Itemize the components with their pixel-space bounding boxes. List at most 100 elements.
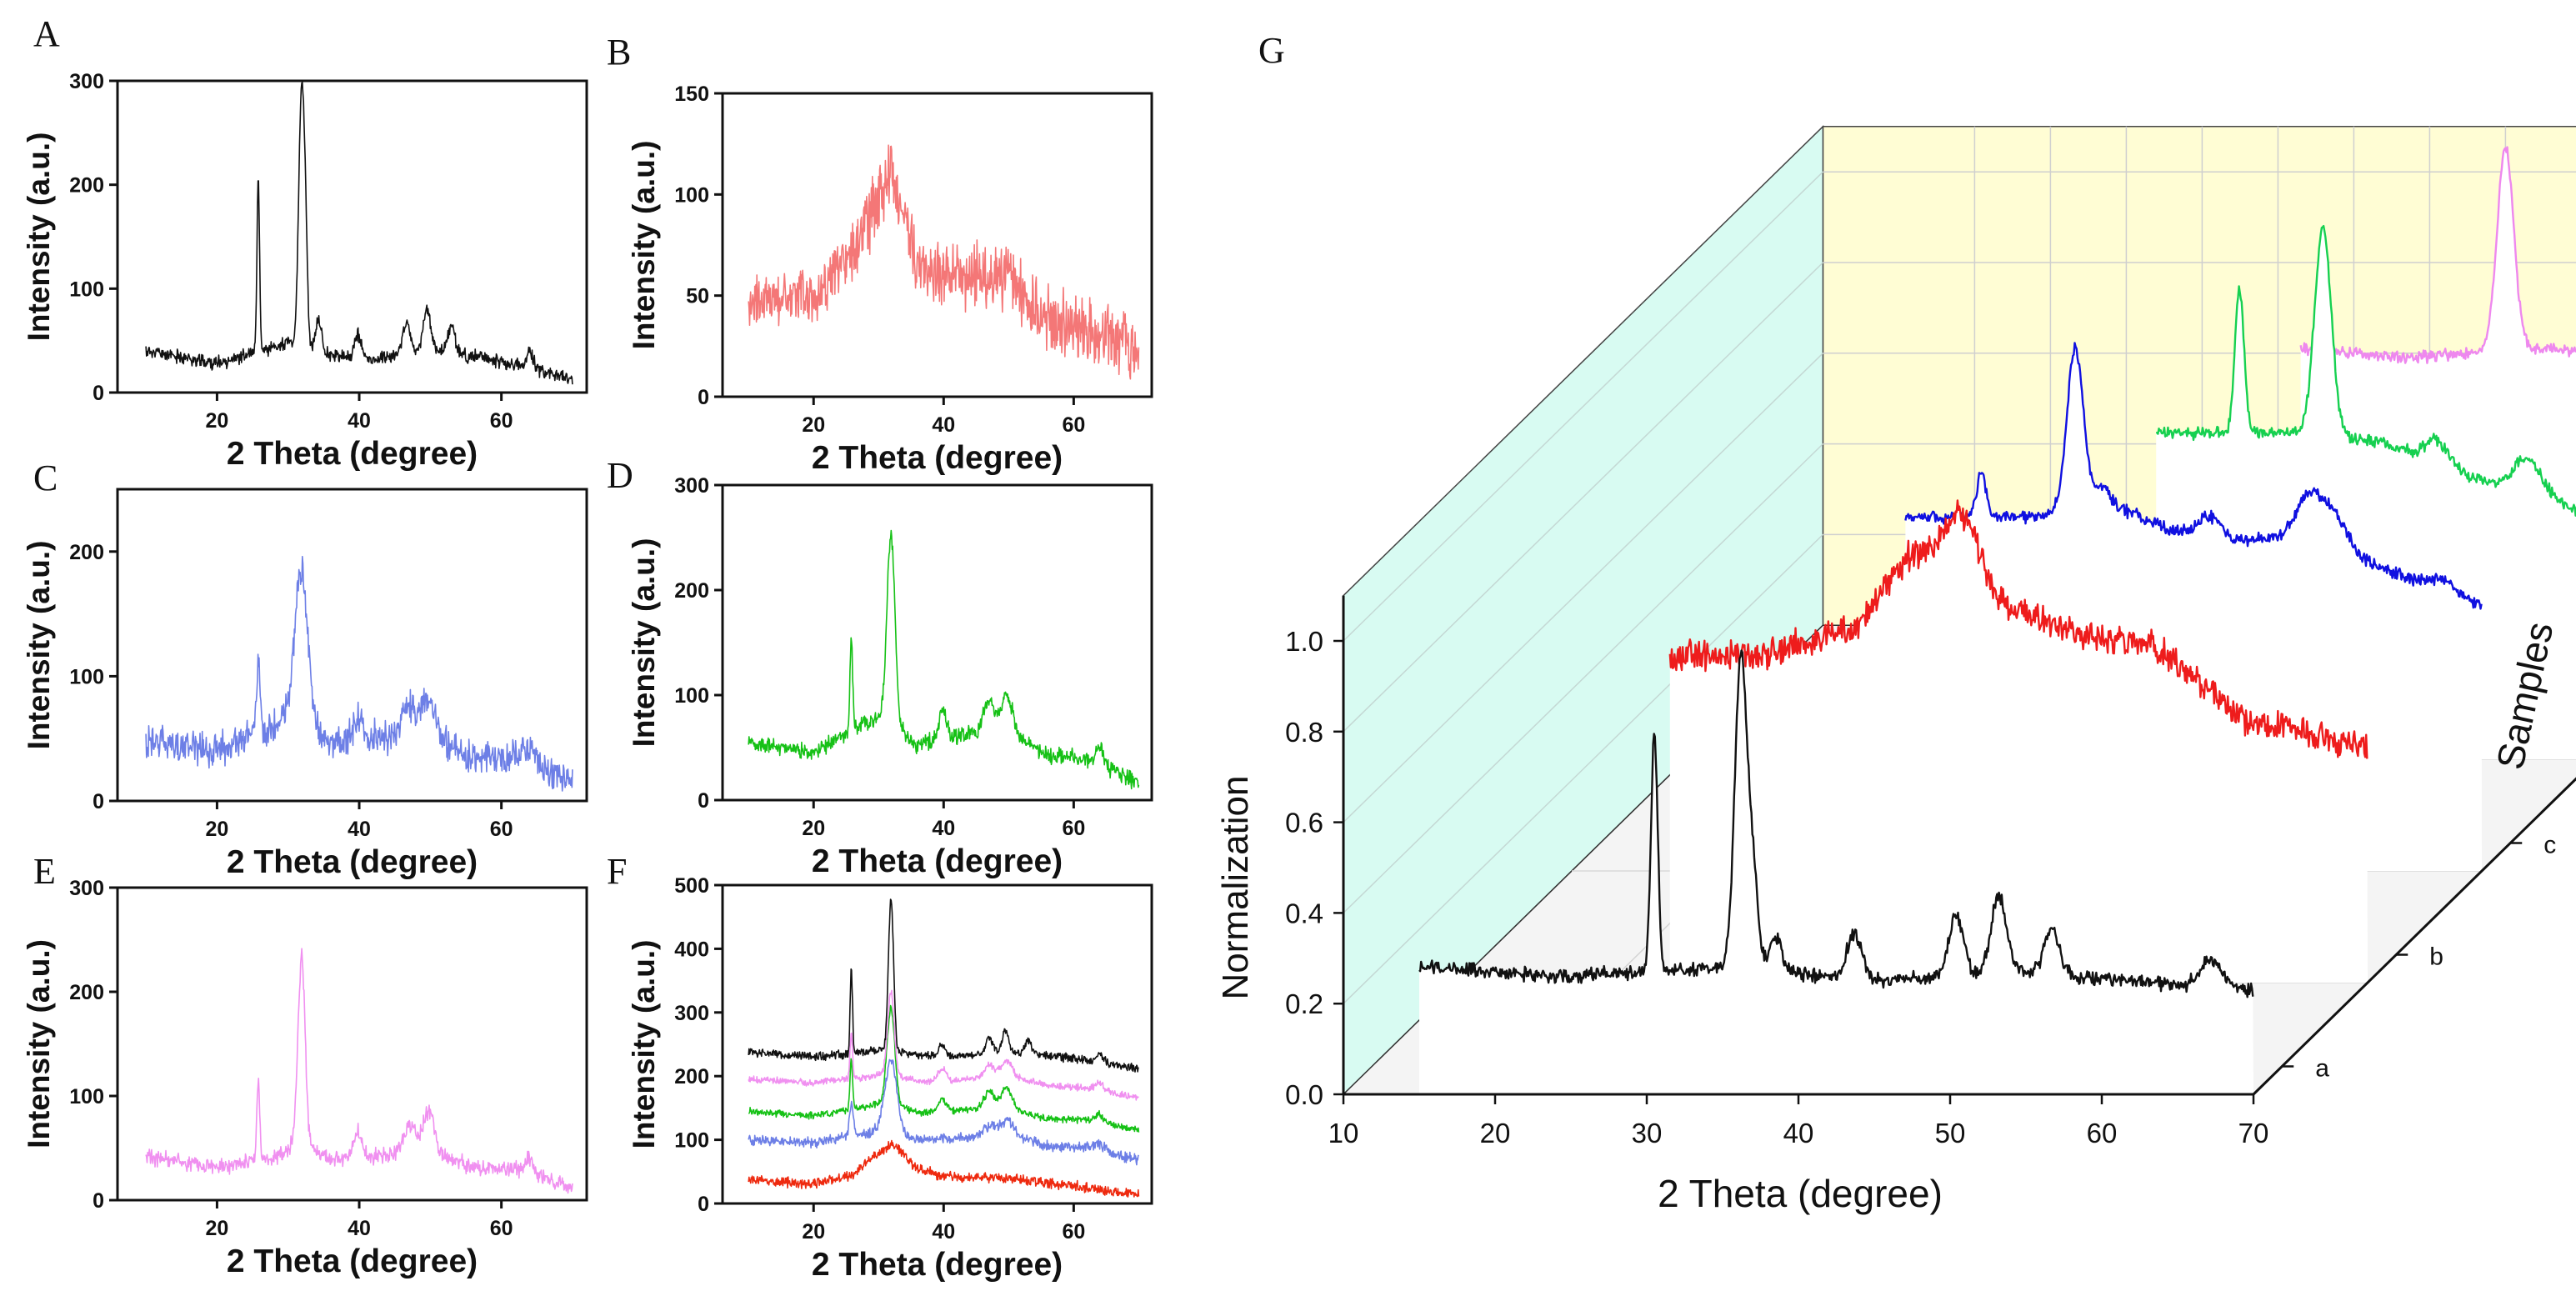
x-tick-label: 30 [1632, 1118, 1663, 1148]
x-tick-label: 40 [1783, 1118, 1814, 1148]
x-tick-label: 20 [1480, 1118, 1511, 1148]
x-axis-title: 2 Theta (degree) [227, 436, 478, 472]
series-line [145, 948, 573, 1194]
x-tick-label: 60 [490, 409, 513, 433]
x-tick-label: 20 [206, 409, 229, 433]
y-axis-title: Intensity (a.u.) [627, 538, 661, 748]
sample-label: b [2429, 943, 2443, 971]
y-tick-label: 100 [69, 1085, 104, 1108]
series-fill-b [1669, 500, 2368, 983]
y-tick-label: 200 [69, 541, 104, 564]
grid-line [1343, 443, 1823, 913]
grid-line [1343, 353, 1823, 823]
y-tick-label: 0 [93, 790, 104, 813]
x-axis-title: 2 Theta (degree) [227, 844, 478, 880]
y-tick-label: 0 [93, 1189, 104, 1213]
x-tick-label: 60 [1062, 1220, 1085, 1243]
y-tick-label: 0 [698, 1193, 709, 1216]
y-tick-label: 100 [674, 183, 709, 207]
y-tick-label: 200 [69, 174, 104, 198]
panel-d: 20 40 60 0 100 200 300 2 Theta (degree) Intensit… [627, 474, 1153, 879]
y-tick-label: 0 [698, 789, 709, 813]
grid-line [1343, 262, 1823, 733]
x-tick-label: 20 [802, 817, 825, 840]
series-line [748, 144, 1140, 380]
y-axis-title: Intensity (a.u.) [627, 940, 661, 1149]
series-line [748, 1004, 1140, 1133]
y-tick-label: 0.6 [1285, 808, 1323, 838]
plot-frame [116, 79, 588, 394]
series-line [748, 529, 1140, 790]
x-tick-label: 40 [348, 1217, 371, 1240]
panel-e: 20 40 60 0 100 200 300 2 Theta (degree) Intensit… [22, 877, 588, 1279]
x-tick-label: 60 [490, 818, 513, 841]
series-fill-a [1419, 650, 2253, 1094]
y-tick-label: 0.2 [1285, 988, 1323, 1019]
y-tick-label: 400 [674, 938, 709, 961]
x-tick-label: 20 [206, 818, 229, 841]
panel-c: 20 40 60 0 100 200 2 Theta (degree) Intensity (… [22, 488, 588, 880]
z-axis [2252, 777, 2576, 1096]
y-tick-label: 100 [674, 684, 709, 708]
series-line [748, 989, 1139, 1101]
x-axis-title: 2 Theta (degree) [812, 843, 1063, 879]
series-line-c [1904, 342, 2483, 610]
y-axis-title: Intensity (a.u.) [22, 939, 56, 1148]
y-tick-label: 0.0 [1285, 1079, 1323, 1110]
grid-line [1343, 171, 1823, 642]
y-tick-label: 200 [674, 579, 709, 603]
x-tick-label: 50 [1935, 1118, 1966, 1148]
series-line [145, 555, 573, 792]
x-tick-label: 40 [932, 413, 955, 437]
y-tick-label: 100 [69, 665, 104, 688]
panel-label-d: D [607, 455, 633, 496]
x-tick-label: 10 [1328, 1118, 1359, 1148]
x-tick-label: 40 [348, 818, 371, 841]
x-axis-title: 2 Theta (degree) [812, 1247, 1063, 1283]
y-tick-label: 300 [674, 1002, 709, 1025]
y-tick-label: 100 [69, 278, 104, 301]
panel-b: 20 40 60 0 50 100 150 2 Theta (degree) Intensity… [627, 83, 1153, 476]
series-line-a [1418, 649, 2254, 998]
x-tick-label: 60 [2087, 1118, 2118, 1148]
y-tick-label: 100 [674, 1129, 709, 1153]
panel-label-e: E [33, 851, 56, 892]
panel-label-b: B [607, 32, 631, 73]
series-line-b [1668, 499, 2368, 759]
x-tick-label: 60 [1062, 413, 1085, 437]
x-tick-label: 20 [802, 1220, 825, 1243]
x-axis-title: 2 Theta (degree) [227, 1243, 478, 1279]
y-tick-label: 500 [674, 874, 709, 898]
panel-label-f: F [607, 851, 627, 892]
x-tick-label: 40 [932, 817, 955, 840]
series-line [748, 1058, 1139, 1166]
y-tick-label: 150 [674, 83, 709, 106]
x-tick-label: 40 [348, 409, 371, 433]
y-tick-label: 200 [674, 1065, 709, 1088]
panel-label-c: C [33, 458, 58, 498]
sample-label: c [2543, 832, 2556, 859]
series-line [145, 82, 573, 385]
x-tick-label: 60 [490, 1217, 513, 1240]
series-line [748, 898, 1139, 1073]
series-line [748, 1139, 1140, 1198]
y-axis-title: Intensity (a.u.) [22, 133, 56, 342]
plot-frame [721, 483, 1153, 802]
x-tick-label: 70 [2238, 1118, 2269, 1148]
plot-frame [116, 488, 588, 803]
y-tick-label: 0 [698, 386, 709, 409]
plot-frame [721, 92, 1153, 398]
x-tick-label: 20 [206, 1217, 229, 1240]
panel-label-a: A [33, 13, 60, 54]
x-axis-title: 2 Theta (degree) [1658, 1172, 1943, 1215]
y-tick-label: 50 [686, 285, 709, 308]
series-line-e [2299, 146, 2576, 364]
x-tick-label: 20 [802, 413, 825, 437]
y-tick-label: 300 [674, 474, 709, 498]
plot-frame [116, 886, 588, 1202]
plot-frame [721, 883, 1153, 1205]
x-tick-label: 40 [932, 1220, 955, 1243]
y-axis-title: Normalization [1215, 776, 1256, 1000]
y-tick-label: 0 [93, 382, 104, 405]
